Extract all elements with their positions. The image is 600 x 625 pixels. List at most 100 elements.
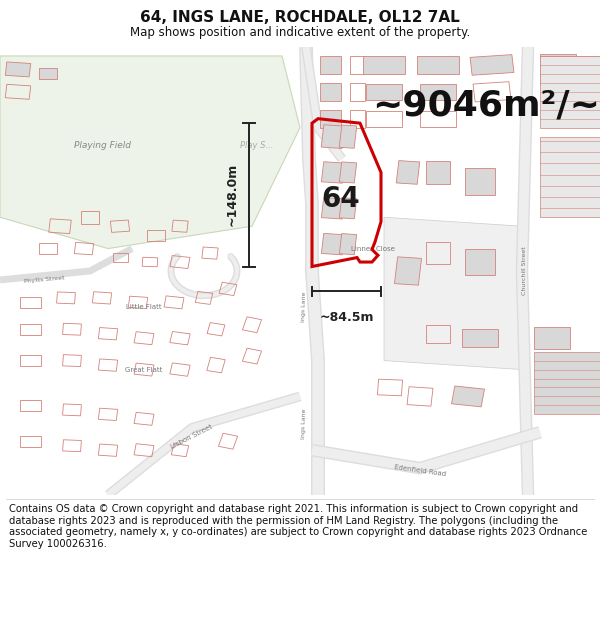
Polygon shape: [384, 217, 522, 369]
Bar: [350, 110, 365, 128]
Bar: [98, 328, 118, 340]
Bar: [164, 296, 184, 309]
Bar: [170, 363, 190, 376]
Bar: [62, 404, 82, 416]
Text: Great Flatt: Great Flatt: [125, 366, 163, 372]
Bar: [5, 62, 31, 77]
Bar: [19, 400, 41, 411]
Bar: [340, 198, 356, 219]
Bar: [39, 243, 57, 254]
Bar: [426, 325, 450, 342]
Bar: [534, 327, 570, 349]
Text: Map shows position and indicative extent of the property.: Map shows position and indicative extent…: [130, 26, 470, 39]
Text: ~9046m²/~2.235ac.: ~9046m²/~2.235ac.: [372, 88, 600, 122]
Bar: [242, 317, 262, 332]
Polygon shape: [534, 352, 600, 414]
Bar: [39, 68, 57, 79]
Bar: [394, 257, 422, 285]
Text: Lisbon Street: Lisbon Street: [170, 424, 214, 450]
Bar: [207, 322, 225, 336]
Bar: [242, 348, 262, 364]
Bar: [540, 54, 576, 85]
Bar: [207, 357, 225, 373]
Bar: [320, 110, 341, 128]
Bar: [134, 332, 154, 344]
Bar: [134, 412, 154, 426]
Bar: [62, 323, 82, 335]
Bar: [322, 198, 344, 219]
Text: Phyllis Street: Phyllis Street: [24, 276, 65, 284]
Bar: [426, 242, 450, 264]
Bar: [170, 256, 190, 269]
Bar: [56, 292, 76, 304]
Text: Churchill Street: Churchill Street: [523, 247, 527, 296]
Bar: [407, 387, 433, 406]
Bar: [322, 162, 344, 183]
Bar: [113, 253, 128, 262]
Bar: [321, 125, 345, 149]
Text: 64, INGS LANE, ROCHDALE, OL12 7AL: 64, INGS LANE, ROCHDALE, OL12 7AL: [140, 11, 460, 26]
Bar: [92, 292, 112, 304]
Bar: [218, 433, 238, 449]
Bar: [396, 161, 420, 184]
Bar: [81, 211, 99, 224]
Bar: [19, 436, 41, 447]
Bar: [465, 249, 495, 276]
Text: Linnes Close: Linnes Close: [351, 246, 395, 252]
Bar: [340, 234, 356, 254]
Bar: [49, 219, 71, 234]
Bar: [363, 56, 405, 74]
Bar: [350, 56, 365, 74]
Bar: [366, 111, 402, 126]
Bar: [417, 56, 459, 74]
Bar: [98, 408, 118, 421]
Bar: [377, 379, 403, 396]
Polygon shape: [540, 56, 600, 128]
Bar: [465, 168, 495, 195]
Text: Ings Lane: Ings Lane: [301, 292, 307, 322]
Bar: [19, 324, 41, 335]
Bar: [196, 291, 212, 304]
Bar: [142, 258, 158, 267]
Bar: [473, 82, 511, 102]
Bar: [339, 125, 357, 148]
Bar: [451, 386, 485, 407]
Text: ~84.5m: ~84.5m: [319, 311, 374, 324]
Bar: [74, 242, 94, 255]
Bar: [202, 247, 218, 259]
Bar: [420, 111, 456, 126]
Bar: [62, 440, 82, 452]
Bar: [350, 83, 365, 101]
Bar: [5, 84, 31, 99]
Bar: [19, 355, 41, 366]
Text: 64: 64: [322, 186, 360, 213]
Bar: [147, 229, 165, 241]
Bar: [172, 444, 188, 457]
Bar: [134, 363, 154, 376]
Bar: [98, 444, 118, 456]
Bar: [110, 220, 130, 232]
Bar: [462, 329, 498, 347]
Bar: [172, 220, 188, 232]
Text: Little Flatt: Little Flatt: [126, 304, 162, 310]
Text: Playing Field: Playing Field: [74, 141, 131, 150]
Polygon shape: [0, 56, 300, 249]
Text: Contains OS data © Crown copyright and database right 2021. This information is : Contains OS data © Crown copyright and d…: [9, 504, 587, 549]
Bar: [219, 282, 237, 296]
Polygon shape: [540, 137, 600, 218]
Bar: [320, 83, 341, 101]
Bar: [170, 331, 190, 345]
Bar: [470, 54, 514, 75]
Bar: [62, 354, 82, 366]
Bar: [128, 296, 148, 309]
Bar: [426, 161, 450, 184]
Text: Ings Lane: Ings Lane: [301, 408, 307, 439]
Text: Play S...: Play S...: [240, 141, 274, 150]
Bar: [322, 233, 344, 255]
Bar: [98, 359, 118, 371]
Bar: [366, 84, 402, 99]
Text: ~148.0m: ~148.0m: [225, 163, 238, 226]
Bar: [320, 56, 341, 74]
Bar: [420, 84, 456, 99]
Bar: [134, 444, 154, 457]
